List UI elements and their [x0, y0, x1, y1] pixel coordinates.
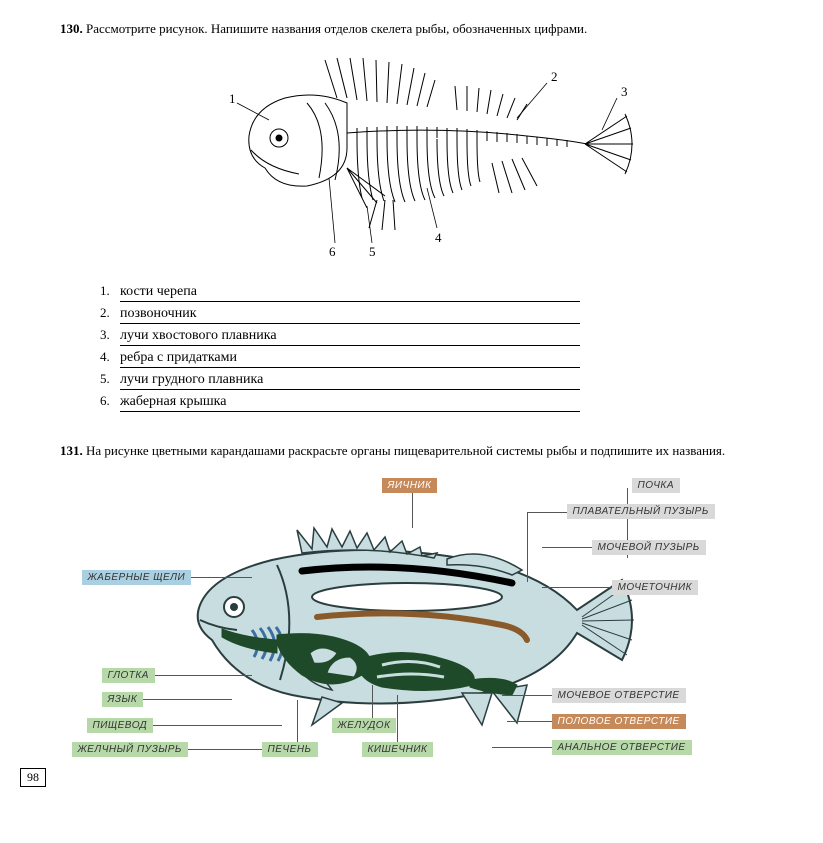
anatomy-label: АНАЛЬНОЕ ОТВЕРСТИЕ	[552, 740, 692, 755]
anatomy-label: ПОЧКА	[632, 478, 681, 493]
anatomy-label: ПЕЧЕНЬ	[262, 742, 318, 757]
anatomy-label: ЯИЧНИК	[382, 478, 438, 493]
anatomy-label: ЯЗЫК	[102, 692, 144, 707]
anatomy-label: ПОЛОВОЕ ОТВЕРСТИЕ	[552, 714, 686, 729]
anatomy-label: ГЛОТКА	[102, 668, 155, 683]
skeleton-label-6: 6	[329, 244, 336, 258]
fish-skeleton-svg: 1 2 3 4 5 6	[207, 48, 637, 258]
answer-row: 1.кости черепа	[100, 283, 783, 302]
answer-row: 5.лучи грудного плавника	[100, 371, 783, 390]
anatomy-label: МОЧЕВОЕ ОТВЕРСТИЕ	[552, 688, 686, 703]
task131-number: 131.	[60, 443, 83, 458]
answer-row: 3.лучи хвостового плавника	[100, 327, 783, 346]
answer-row: 4.ребра с придатками	[100, 349, 783, 368]
anatomy-label: КИШЕЧНИК	[362, 742, 434, 757]
anatomy-label: МОЧЕТОЧНИК	[612, 580, 699, 595]
anatomy-label: ЖЕЛУДОК	[332, 718, 397, 733]
task131-text: На рисунке цветными карандашами раскрась…	[86, 443, 725, 458]
skeleton-label-4: 4	[435, 230, 442, 245]
skeleton-label-1: 1	[229, 91, 236, 106]
skeleton-label-3: 3	[621, 84, 628, 99]
fish-skeleton-figure: 1 2 3 4 5 6	[60, 48, 783, 263]
task130-title: 130. Рассмотрите рисунок. Напишите назва…	[60, 20, 783, 38]
fish-anatomy-figure: ЖАБЕРНЫЕ ЩЕЛИ ГЛОТКА ЯЗЫК ПИЩЕВОД ЖЕЛЧНЫЙ ПУ…	[72, 470, 772, 760]
anatomy-label: ПЛАВАТЕЛЬНЫЙ ПУЗЫРЬ	[567, 504, 715, 519]
skeleton-label-5: 5	[369, 244, 376, 258]
anatomy-label: ПИЩЕВОД	[87, 718, 154, 733]
answer-row: 6.жаберная крышка	[100, 393, 783, 412]
answer-row: 2.позвоночник	[100, 305, 783, 324]
task130-number: 130.	[60, 21, 83, 36]
task130-answers: 1.кости черепа 2.позвоночник 3.лучи хвос…	[100, 283, 783, 412]
skeleton-label-2: 2	[551, 69, 558, 84]
anatomy-label: МОЧЕВОЙ ПУЗЫРЬ	[592, 540, 706, 555]
task131-title: 131. На рисунке цветными карандашами рас…	[60, 442, 783, 460]
page-number: 98	[20, 768, 46, 787]
fish-anatomy-svg	[182, 525, 662, 735]
anatomy-label: ЖЕЛЧНЫЙ ПУЗЫРЬ	[72, 742, 188, 757]
task130-text: Рассмотрите рисунок. Напишите названия о…	[86, 21, 587, 36]
anatomy-label: ЖАБЕРНЫЕ ЩЕЛИ	[82, 570, 192, 585]
